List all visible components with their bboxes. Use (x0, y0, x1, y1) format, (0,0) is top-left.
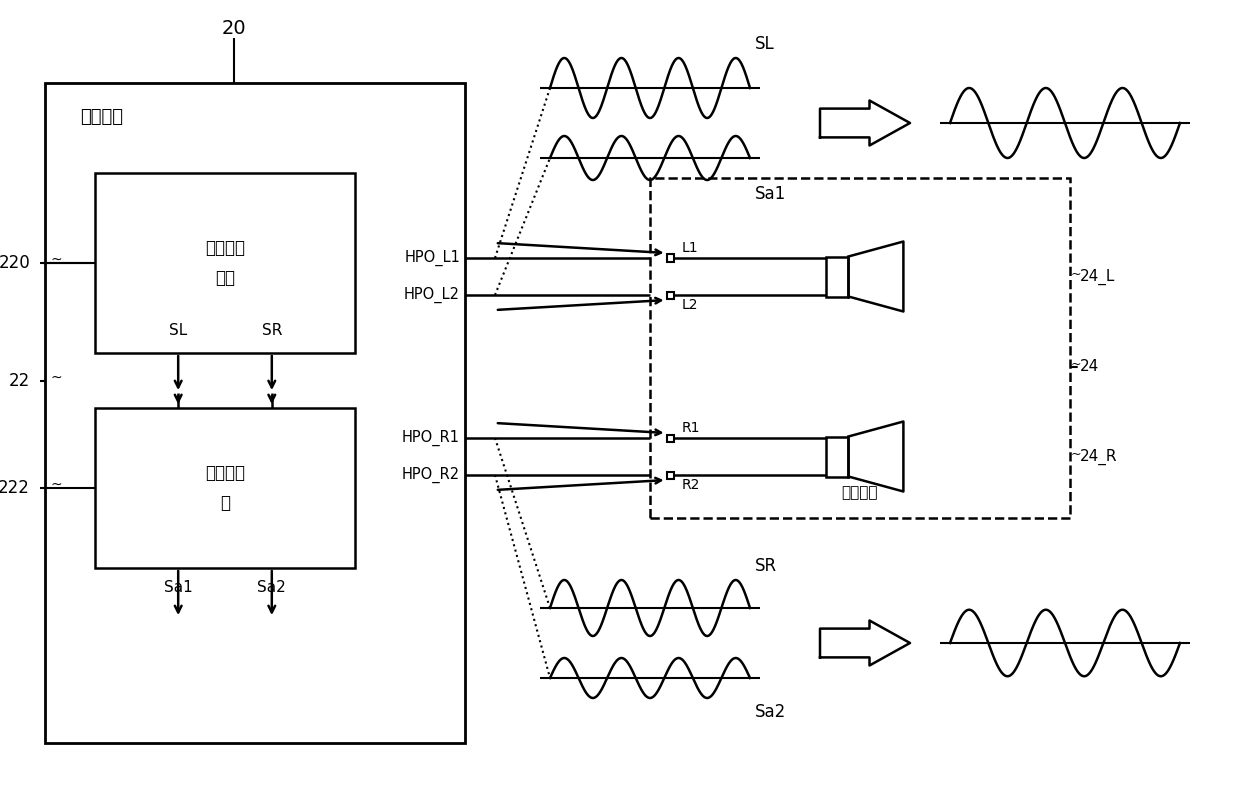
Text: 耳机单体: 耳机单体 (842, 485, 878, 500)
Text: R2: R2 (682, 478, 701, 492)
Text: HPO_L2: HPO_L2 (404, 287, 460, 303)
Text: SL: SL (755, 35, 775, 53)
Text: Sa2: Sa2 (755, 703, 786, 721)
Text: 222: 222 (0, 479, 30, 497)
Bar (826, 436, 848, 477)
Bar (95, 173, 355, 353)
Text: ~: ~ (1071, 448, 1081, 461)
Text: 器: 器 (219, 494, 229, 512)
Text: 24_R: 24_R (1080, 448, 1117, 465)
Text: 24_L: 24_L (1080, 268, 1115, 285)
Bar (667, 435, 673, 442)
Text: 音频处理: 音频处理 (205, 239, 246, 257)
Text: SR: SR (755, 557, 777, 575)
Bar (667, 292, 673, 298)
Polygon shape (820, 101, 910, 145)
Text: ~: ~ (50, 478, 62, 492)
Bar (667, 255, 673, 262)
Text: 24: 24 (1080, 359, 1099, 374)
Text: SR: SR (262, 323, 281, 338)
Text: R1: R1 (682, 421, 701, 435)
Text: HPO_R2: HPO_R2 (402, 467, 460, 483)
Text: SL: SL (169, 323, 187, 338)
Text: Sa1: Sa1 (755, 185, 786, 203)
Text: HPO_R1: HPO_R1 (402, 430, 460, 446)
Text: Sa2: Sa2 (258, 580, 286, 595)
Text: 220: 220 (0, 254, 30, 272)
Text: ~: ~ (50, 253, 62, 267)
Text: 20: 20 (222, 18, 247, 37)
Text: ~: ~ (1071, 358, 1081, 371)
Bar (667, 472, 673, 478)
Polygon shape (820, 620, 910, 665)
Text: 相位调整: 相位调整 (205, 464, 246, 482)
Bar (45, 83, 465, 743)
Text: L1: L1 (682, 241, 698, 255)
Bar (826, 256, 848, 297)
Text: ~: ~ (1071, 268, 1081, 281)
Text: HPO_L1: HPO_L1 (404, 250, 460, 266)
Text: 电路: 电路 (215, 269, 236, 287)
Bar (650, 178, 1070, 518)
Text: 集成电路: 集成电路 (81, 108, 123, 126)
Text: 22: 22 (9, 371, 30, 389)
Text: L2: L2 (682, 298, 698, 312)
Text: Sa1: Sa1 (164, 580, 192, 595)
Text: ~: ~ (50, 370, 62, 385)
Bar (95, 408, 355, 568)
